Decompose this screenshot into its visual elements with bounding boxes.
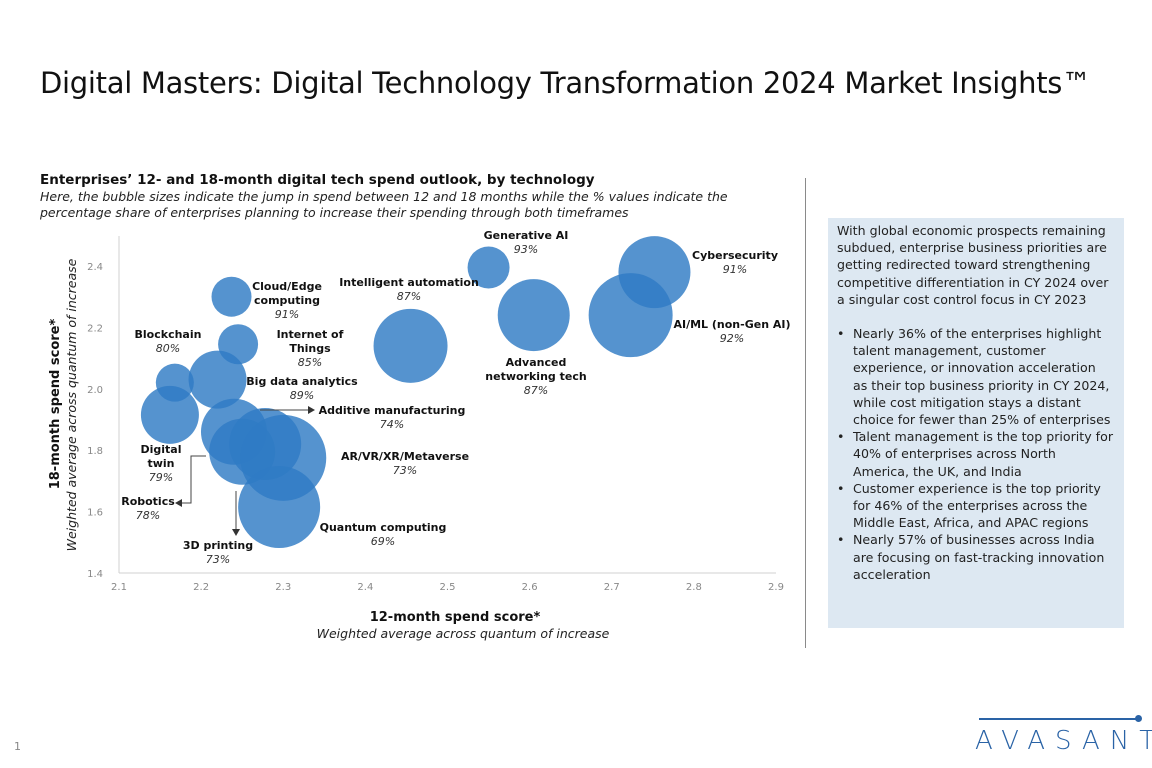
x-axis-title: 12-month spend score* (370, 610, 541, 625)
bubble-label-name: networking tech (485, 370, 586, 383)
bubble-point (467, 246, 510, 289)
y-axis-title: 18-month spend score* (48, 319, 63, 490)
bubble-label-name: Quantum computing (320, 521, 447, 534)
bubble-label-pct: 74% (380, 418, 404, 431)
bubble-label-name: computing (254, 294, 320, 307)
bubble-label-name: AI/ML (non-Gen AI) (673, 318, 790, 331)
bubbles-layer (140, 236, 691, 548)
x-axis-subtitle: Weighted average across quantum of incre… (317, 626, 610, 641)
insight-bullet: Nearly 57% of businesses across India ar… (837, 531, 1114, 583)
bubble-label-pct: 89% (290, 389, 314, 402)
bubble-label-name: Digital (141, 443, 182, 456)
x-tick-label: 2.5 (440, 582, 456, 593)
bubble-label-name: Additive manufacturing (319, 404, 466, 417)
avasant-logo: AVASANT (975, 712, 1152, 760)
x-tick-label: 2.4 (357, 582, 373, 593)
logo-dot (1135, 715, 1142, 722)
bubble-label-pct: 69% (371, 535, 395, 548)
bubble-point (588, 273, 673, 358)
bubble-label-name: 3D printing (183, 539, 253, 552)
logo-line (979, 718, 1136, 720)
insights-intro: With global economic prospects remaining… (837, 223, 1109, 307)
y-tick-label: 1.4 (87, 569, 103, 580)
bubble-label-pct: 80% (156, 342, 180, 355)
chart-subtitle: Here, the bubble sizes indicate the jump… (40, 189, 728, 220)
x-tick-label: 2.8 (686, 582, 702, 593)
x-tick-label: 2.3 (275, 582, 291, 593)
y-tick-label: 1.8 (87, 446, 103, 457)
insights-panel: With global economic prospects remaining… (828, 218, 1124, 628)
bubble-label-name: AR/VR/XR/Metaverse (341, 450, 469, 463)
logo-text: AVASANT (975, 726, 1152, 756)
chart-axes: 2.1 2.2 2.3 2.4 2.5 2.6 2.7 2.8 2.9 1.4 1.6 1.8 2.0 2… (87, 236, 784, 593)
bubble-label-pct: 91% (275, 308, 299, 321)
bubble-label-name: twin (147, 457, 174, 470)
leader-lines-layer (175, 406, 315, 536)
bubble-label-name: Generative AI (484, 229, 569, 242)
bubble-label-pct: 73% (206, 553, 230, 566)
bubble-label-name: Big data analytics (246, 375, 358, 388)
bubble-point (238, 465, 321, 548)
x-tick-label: 2.2 (193, 582, 209, 593)
y-axis-subtitle: Weighted average across quantum of incre… (64, 258, 79, 551)
vertical-divider (805, 178, 806, 648)
bubble-label-name: Internet of (277, 328, 344, 341)
bubble-label-pct: 85% (298, 356, 322, 369)
bubble-chart: 2.1 2.2 2.3 2.4 2.5 2.6 2.7 2.8 2.9 1.4 1.6 1.8 2.0 2… (48, 229, 791, 641)
bubble-point (140, 385, 199, 444)
bubble-label-pct: 87% (397, 290, 421, 303)
bubble-point (188, 350, 247, 409)
x-tick-label: 2.7 (604, 582, 620, 593)
bubble-label-name: Cybersecurity (692, 249, 778, 262)
y-tick-label: 2.0 (87, 385, 103, 396)
insight-bullet: Nearly 36% of the enterprises highlight … (837, 325, 1114, 428)
page-number: 1 (14, 740, 21, 753)
bubble-point (211, 276, 252, 317)
bubble-label-pct: 93% (514, 243, 538, 256)
insights-list: Nearly 36% of the enterprises highlight … (837, 325, 1114, 583)
y-tick-label: 2.4 (87, 262, 103, 273)
bubble-label-name: Advanced (506, 356, 567, 369)
bubble-label-name: Blockchain (135, 328, 202, 341)
bubble-label-pct: 73% (393, 464, 417, 477)
y-tick-label: 2.2 (87, 323, 103, 334)
bubble-point (497, 279, 570, 352)
insight-bullet: Talent management is the top priority fo… (837, 428, 1114, 480)
bubble-label-pct: 91% (723, 263, 747, 276)
page-title: Digital Masters: Digital Technology Tran… (40, 66, 1091, 100)
leader-robotics (175, 455, 206, 507)
insight-bullet: Customer experience is the top priority … (837, 480, 1114, 532)
bubble-label-name: Cloud/Edge (252, 280, 322, 293)
bubble-label-pct: 87% (524, 384, 548, 397)
bubble-label-name: Things (289, 342, 331, 355)
x-tick-label: 2.9 (768, 582, 784, 593)
bubble-label-name: Intelligent automation (339, 276, 479, 289)
bubble-label-pct: 92% (720, 332, 744, 345)
x-tick-label: 2.6 (522, 582, 538, 593)
axis-titles: 12-month spend score*Weighted average ac… (48, 258, 610, 641)
chart-title: Enterprises’ 12- and 18-month digital te… (40, 172, 595, 188)
bubble-label-pct: 79% (149, 471, 173, 484)
bubble-label-pct: 78% (136, 509, 160, 522)
x-tick-label: 2.1 (111, 582, 127, 593)
bubble-label-name: Robotics (121, 495, 175, 508)
bubble-point (373, 308, 448, 383)
y-tick-label: 1.6 (87, 508, 103, 519)
